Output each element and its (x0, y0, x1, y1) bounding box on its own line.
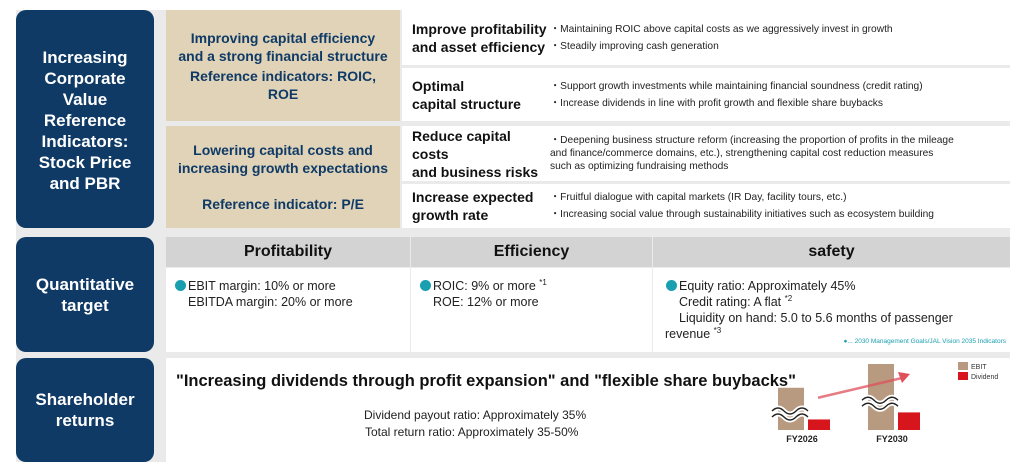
measure-label-line: Increase expected (412, 189, 534, 205)
goal-capital-efficiency: Improving capital efficiency and a stron… (166, 10, 400, 121)
measure-description: ・Fruitful dialogue with capital markets … (550, 191, 1010, 221)
header-profitability: Profitability (166, 237, 410, 267)
measure-label: Increase expected growth rate (402, 188, 550, 224)
bar-dividend (898, 412, 920, 430)
growth-arrow-head (898, 372, 910, 383)
section-title-line: Stock Price (38, 152, 132, 172)
measure-row-capital-costs: Reduce capital costs and business risks … (402, 126, 1010, 181)
category-label: FY2030 (876, 434, 908, 444)
footnote-mark: *2 (784, 293, 793, 303)
measure-label-line: Optimal (412, 77, 465, 94)
safety-targets: Equity ratio: Approximately 45% Credit r… (653, 268, 1010, 352)
kpi-dot-icon (175, 280, 186, 291)
target-text: revenue (665, 327, 714, 341)
measure-label: Reduce capital costs and business risks (402, 127, 550, 181)
target-text: Credit rating: A flat (679, 295, 785, 309)
measure-item: ・Increase dividends in line with profit … (550, 97, 883, 109)
bars-group (770, 364, 920, 430)
section-title-line: target (61, 295, 109, 315)
profitability-targets: EBIT margin: 10% or more EBITDA margin: … (166, 268, 410, 352)
footnote-mark: *1 (539, 277, 547, 287)
header-safety: safety (653, 237, 1010, 267)
section-title-line: Value (62, 89, 108, 109)
goal-reference-line: Reference indicator: P/E (202, 196, 364, 212)
measure-description: ・Maintaining ROIC above capital costs as… (550, 23, 1010, 53)
measure-item: ・Maintaining ROIC above capital costs as… (550, 23, 893, 35)
total-return-ratio: Total return ratio: Approximately 35-50% (365, 425, 579, 439)
section-title-line: Reference (43, 110, 127, 130)
measure-label-line: growth rate (412, 207, 489, 223)
returns-headline: "Increasing dividends through profit exp… (176, 372, 796, 390)
category-label: FY2026 (786, 434, 818, 444)
measure-label-line: and asset efficiency (412, 38, 546, 55)
bar-dividend (808, 419, 830, 430)
measure-description: ・Deepening business structure reform (in… (550, 134, 1010, 173)
measure-label-line: Reduce capital costs (412, 127, 511, 162)
axis-break-mark (771, 407, 809, 421)
legend-note: ●... 2030 Management Goals/JAL Vision 20… (843, 338, 1006, 345)
measure-label: Improve profitability and asset efficien… (402, 20, 550, 56)
measure-row-capital-structure: Optimal capital structure ・Support growt… (402, 68, 1010, 121)
axis-break-mark (861, 396, 899, 410)
measure-item: ・Increasing social value through sustain… (550, 209, 934, 220)
measure-label: Optimal capital structure (402, 77, 550, 113)
goal-title-line: and a strong financial structure (178, 47, 388, 64)
measure-item: such as optimizing fundraising methods (550, 161, 729, 172)
growth-arrow-line (817, 376, 903, 399)
target-text: EBIT margin: 10% or more (188, 279, 336, 293)
section-title-line: Corporate (44, 68, 126, 88)
legend-swatch-dividend (958, 372, 968, 380)
measure-label-line: capital structure (412, 95, 521, 112)
measure-description: ・Support growth investments while mainta… (550, 80, 1010, 110)
footnote-mark: *3 (713, 325, 722, 335)
goal-title-line: Improving capital efficiency (190, 29, 376, 46)
measure-item: and finance/commerce domains, etc.), str… (550, 148, 934, 159)
goal-reference-line: Reference indicators: ROIC, (190, 67, 376, 84)
section-title-line: Indicators: (41, 131, 129, 151)
payout-ratio: Dividend payout ratio: Approximately 35% (364, 408, 587, 422)
measure-row-profitability: Improve profitability and asset efficien… (402, 10, 1010, 65)
goal-title-line: increasing growth expectations (177, 160, 389, 176)
section-title-shareholder-returns: Shareholder returns (16, 358, 154, 462)
header-efficiency: Efficiency (411, 237, 652, 267)
efficiency-targets: ROIC: 9% or more *1 ROE: 12% or more (411, 268, 652, 352)
goal-capital-costs: Lowering capital costs and increasing gr… (166, 126, 400, 228)
measure-label-line: and business risks (412, 163, 539, 180)
target-text: ROIC: 9% or more (433, 279, 540, 293)
shareholder-returns-panel: "Increasing dividends through profit exp… (166, 358, 1010, 462)
measure-row-growth-rate: Increase expected growth rate ・Fruitful … (402, 184, 1010, 228)
section-title-quantitative-target: Quantitative target (16, 237, 154, 352)
legend-swatch-ebit (958, 362, 968, 370)
measure-item: ・Steadily improving cash generation (550, 40, 719, 52)
legend: EBIT Dividend (958, 362, 998, 381)
section-title-line: Quantitative (35, 274, 135, 294)
legend-label-dividend: Dividend (971, 374, 998, 381)
section-title-corporate-value: Increasing Corporate Value Reference Ind… (16, 10, 154, 228)
target-text: EBITDA margin: 20% or more (188, 295, 353, 309)
goal-reference-line: ROE (267, 85, 299, 102)
measure-item: ・Deepening business structure reform (in… (550, 135, 954, 146)
measure-item: ・Fruitful dialogue with capital markets … (550, 192, 847, 203)
kpi-dot-icon (666, 280, 677, 291)
goal-title-line: Lowering capital costs and (193, 142, 373, 158)
section-title-line: returns (55, 411, 115, 430)
target-text: Equity ratio: Approximately 45% (679, 279, 856, 293)
target-text: Liquidity on hand: 5.0 to 5.6 months of … (679, 311, 953, 325)
target-text: ROE: 12% or more (433, 295, 539, 309)
kpi-dot-icon (420, 280, 431, 291)
legend-label-ebit: EBIT (971, 364, 987, 371)
returns-chart: EBIT Dividend FY2026 FY2030 (770, 362, 998, 444)
measure-item: ・Support growth investments while mainta… (550, 80, 923, 92)
section-title-line: Shareholder (35, 390, 135, 409)
section-title-line: and PBR (49, 173, 121, 193)
measure-label-line: Improve profitability (412, 20, 547, 37)
section-title-line: Increasing (42, 47, 128, 67)
